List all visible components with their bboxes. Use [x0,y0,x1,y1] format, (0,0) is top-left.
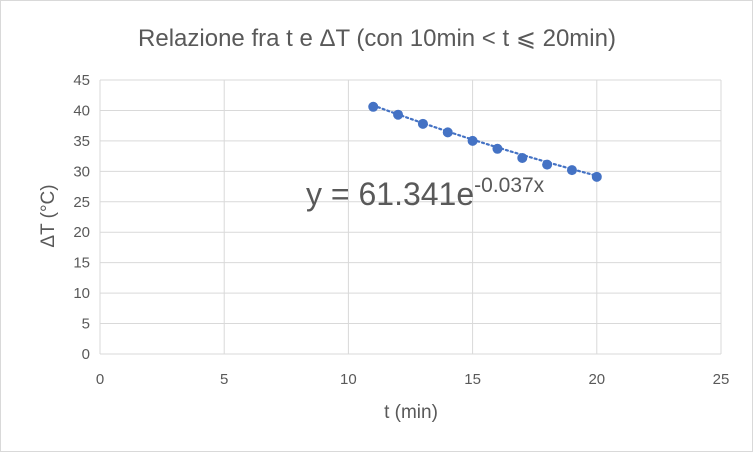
y-axis-title: ΔT (°C) [38,184,59,247]
y-tick-label-20: 20 [73,224,90,241]
data-point [368,101,379,112]
x-tick-label-25: 25 [713,371,730,388]
data-point [517,152,528,163]
y-tick-label-45: 45 [73,72,90,89]
data-point [591,171,602,182]
data-point [393,109,404,120]
data-point [467,135,478,146]
x-tick-label-10: 10 [340,371,357,388]
y-tick-label-40: 40 [73,102,90,119]
grid-lines [99,79,722,355]
data-point [417,118,428,129]
data-point [566,165,577,176]
x-axis-title: t (min) [384,402,438,423]
chart-title: Relazione fra t e ΔT (con 10min < t ⩽ 20… [138,25,616,52]
y-tick-labels: 0 5 10 15 20 25 30 35 40 45 [73,72,90,363]
y-tick-label-35: 35 [73,133,90,150]
y-tick-label-30: 30 [73,163,90,180]
trendline [372,104,598,177]
y-tick-label-0: 0 [82,346,90,363]
y-tick-label-10: 10 [73,285,90,302]
trendline-equation-exponent: -0.037x [474,174,545,197]
x-tick-labels: 0 5 10 15 20 25 [96,371,730,388]
data-point [542,159,553,170]
trendline-equation: y = 61.341e-0.037x [306,174,545,212]
x-tick-label-5: 5 [220,371,228,388]
trendline-equation-main: y = 61.341e [306,176,474,212]
y-tick-label-15: 15 [73,255,90,272]
x-tick-label-20: 20 [588,371,605,388]
data-point [442,127,453,138]
data-points [368,101,602,182]
data-point [492,143,503,154]
y-tick-label-5: 5 [82,316,90,333]
x-tick-label-15: 15 [464,371,481,388]
x-tick-label-0: 0 [96,371,104,388]
y-tick-label-25: 25 [73,194,90,211]
